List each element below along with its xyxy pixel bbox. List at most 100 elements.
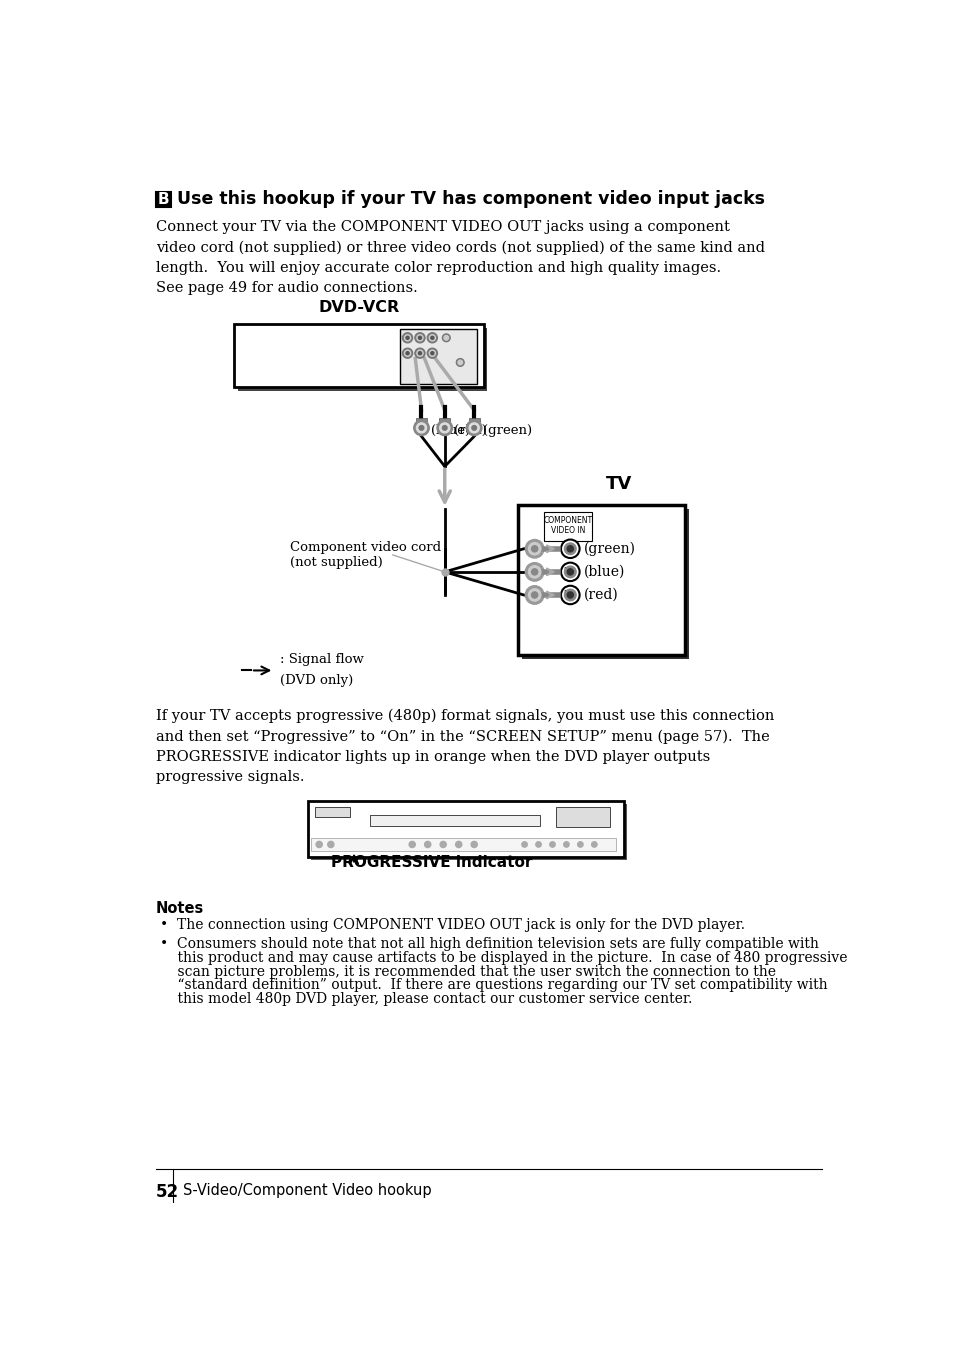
Circle shape [564, 566, 576, 577]
Circle shape [427, 333, 436, 343]
Bar [311, 804, 626, 860]
Circle shape [563, 842, 569, 848]
Text: PB: PB [562, 568, 572, 576]
Circle shape [578, 842, 582, 848]
Bar [468, 418, 479, 422]
Circle shape [404, 350, 410, 357]
Circle shape [427, 349, 436, 358]
Circle shape [418, 352, 421, 354]
Circle shape [525, 585, 543, 604]
Circle shape [469, 423, 478, 433]
Circle shape [456, 841, 461, 848]
Circle shape [560, 585, 579, 604]
Circle shape [567, 569, 573, 575]
Text: Notes: Notes [155, 902, 204, 917]
Circle shape [418, 337, 421, 339]
Text: (blue): (blue) [583, 565, 625, 579]
Text: 52: 52 [155, 1183, 178, 1202]
Text: (red): (red) [583, 588, 618, 602]
Text: Connect your TV via the COMPONENT VIDEO OUT jacks using a component
video cord (: Connect your TV via the COMPONENT VIDEO … [155, 220, 764, 295]
Bar [315, 807, 350, 817]
Bar [311, 838, 616, 850]
Circle shape [415, 333, 424, 343]
Text: this product and may cause artifacts to be displayed in the picture.  In case of: this product and may cause artifacts to … [159, 950, 846, 965]
Circle shape [404, 335, 410, 341]
Circle shape [531, 546, 537, 552]
Circle shape [328, 841, 334, 848]
Circle shape [406, 352, 409, 354]
Text: PROGRESSIVE indicator: PROGRESSIVE indicator [331, 854, 532, 869]
Circle shape [531, 592, 537, 598]
Circle shape [431, 337, 434, 339]
Circle shape [424, 841, 431, 848]
Circle shape [415, 349, 424, 358]
Text: If your TV accepts progressive (480p) format signals, you must use this connecti: If your TV accepts progressive (480p) fo… [155, 708, 773, 784]
Circle shape [536, 842, 540, 848]
Text: “standard definition” output.  If there are questions regarding our TV set compa: “standard definition” output. If there a… [159, 979, 826, 992]
Circle shape [439, 841, 446, 848]
Bar [555, 807, 609, 827]
Text: S-Video/Component Video hookup: S-Video/Component Video hookup [183, 1183, 431, 1198]
Circle shape [315, 841, 322, 848]
Circle shape [416, 350, 422, 357]
Text: : Signal flow
(DVD only): : Signal flow (DVD only) [279, 653, 363, 687]
Bar [517, 504, 684, 654]
Text: (blue): (blue) [431, 423, 470, 437]
Circle shape [567, 592, 573, 598]
Circle shape [549, 842, 555, 848]
Circle shape [531, 569, 537, 575]
Circle shape [567, 546, 573, 552]
Circle shape [472, 426, 476, 430]
Circle shape [560, 539, 579, 558]
Text: PR: PR [562, 591, 573, 599]
Text: COMPONENT
VIDEO IN: COMPONENT VIDEO IN [543, 515, 592, 535]
Circle shape [442, 334, 450, 342]
Circle shape [521, 842, 527, 848]
Circle shape [457, 360, 462, 365]
Circle shape [471, 841, 476, 848]
Text: DVD-VCR: DVD-VCR [318, 300, 399, 315]
Circle shape [416, 335, 422, 341]
Bar [521, 508, 688, 658]
Circle shape [443, 335, 448, 341]
Text: (red): (red) [454, 423, 486, 437]
Text: Component video cord
(not supplied): Component video cord (not supplied) [290, 541, 440, 569]
Circle shape [414, 420, 429, 435]
Circle shape [439, 423, 449, 433]
Text: Use this hookup if your TV has component video input jacks: Use this hookup if your TV has component… [176, 191, 763, 208]
Circle shape [429, 350, 435, 357]
Circle shape [406, 337, 409, 339]
Text: (green): (green) [483, 423, 532, 437]
Bar [543, 512, 592, 541]
Circle shape [429, 335, 435, 341]
Circle shape [402, 333, 412, 343]
Bar [416, 418, 427, 422]
Circle shape [528, 565, 540, 579]
Text: (green): (green) [583, 542, 636, 556]
Circle shape [528, 542, 540, 554]
Circle shape [466, 420, 481, 435]
Circle shape [456, 358, 464, 366]
Circle shape [525, 539, 543, 558]
Circle shape [416, 423, 426, 433]
Circle shape [418, 426, 423, 430]
Text: Y: Y [565, 544, 570, 553]
Bar [399, 329, 476, 384]
Text: TV: TV [605, 476, 632, 493]
Circle shape [591, 842, 597, 848]
Bar [233, 324, 483, 387]
Circle shape [525, 562, 543, 581]
Circle shape [528, 589, 540, 602]
Text: B: B [157, 192, 169, 207]
Circle shape [564, 544, 576, 554]
Circle shape [560, 562, 579, 581]
FancyBboxPatch shape [155, 192, 171, 207]
Circle shape [431, 352, 434, 354]
Bar [307, 802, 623, 857]
Text: this model 480p DVD player, please contact our customer service center.: this model 480p DVD player, please conta… [159, 992, 691, 1006]
Circle shape [436, 420, 452, 435]
Text: •  The connection using COMPONENT VIDEO OUT jack is only for the DVD player.: • The connection using COMPONENT VIDEO O… [159, 918, 743, 933]
Circle shape [409, 841, 415, 848]
Circle shape [402, 349, 412, 358]
Text: •  Consumers should note that not all high definition television sets are fully : • Consumers should note that not all hig… [159, 937, 818, 950]
